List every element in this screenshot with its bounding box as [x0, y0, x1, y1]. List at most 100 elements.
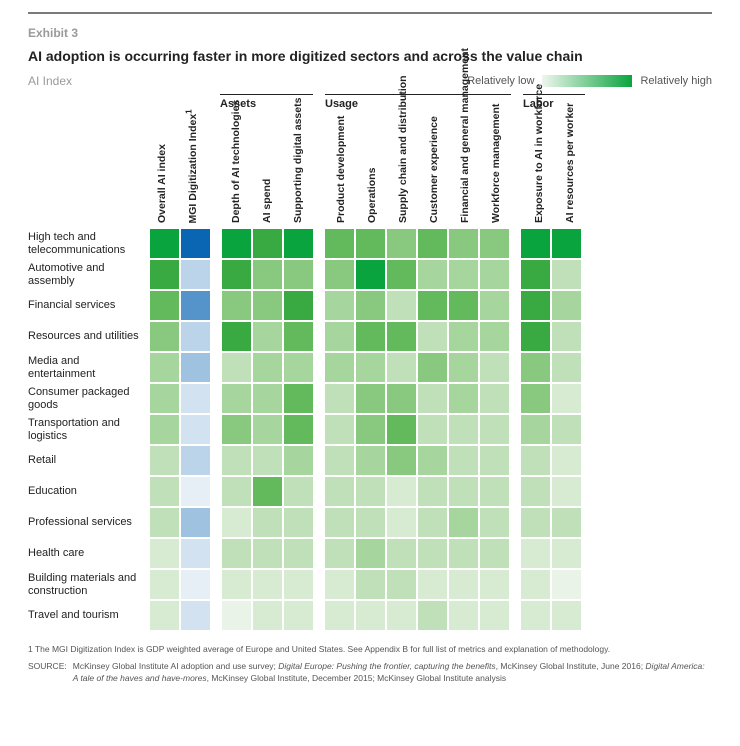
exhibit-label: Exhibit 3 [28, 26, 712, 40]
heatmap-cell [222, 508, 251, 537]
heatmap-cell [150, 260, 179, 289]
column-group-title: Usage [325, 94, 511, 115]
column-header: Customer experience [418, 115, 449, 227]
heatmap-cell [181, 260, 210, 289]
heatmap-cell [356, 539, 385, 568]
heatmap-cell [222, 415, 251, 444]
heatmap-cell [480, 229, 509, 258]
heatmap-cell [181, 291, 210, 320]
heatmap-cell [418, 229, 447, 258]
heatmap-cell [449, 384, 478, 413]
heatmap-cell [325, 322, 354, 351]
heatmap-row: Consumer packaged goods [28, 384, 712, 413]
heatmap-cell [418, 477, 447, 506]
heatmap-cell [449, 539, 478, 568]
row-label: Education [28, 477, 150, 506]
heatmap-cell [284, 508, 313, 537]
heatmap-cell [356, 508, 385, 537]
heatmap-cell [387, 477, 416, 506]
row-label: Travel and tourism [28, 601, 150, 630]
row-label: Financial services [28, 291, 150, 320]
heatmap-cell [325, 570, 354, 599]
heatmap-cell [356, 477, 385, 506]
heatmap-cell [181, 539, 210, 568]
heatmap-cell [449, 322, 478, 351]
heatmap-cell [284, 322, 313, 351]
heatmap-cell [387, 322, 416, 351]
heatmap-cell [449, 508, 478, 537]
heatmap-cell [387, 508, 416, 537]
legend-low-label: Relatively low [467, 75, 534, 87]
heatmap-cell [418, 353, 447, 382]
source-label: SOURCE: [28, 661, 67, 684]
heatmap-cell [284, 601, 313, 630]
heatmap-cell [449, 446, 478, 475]
heatmap-cell [222, 601, 251, 630]
heatmap-cell [387, 446, 416, 475]
heatmap-cell [418, 570, 447, 599]
heatmap-rows: High tech and telecommunicationsAutomoti… [28, 229, 712, 630]
heatmap-cell [552, 446, 581, 475]
heatmap-cell [418, 508, 447, 537]
heatmap-cell [449, 415, 478, 444]
column-headers: Overall AI indexMGI Digitization Index1A… [28, 94, 712, 227]
row-label: Consumer packaged goods [28, 384, 150, 413]
heatmap-cell [480, 477, 509, 506]
heatmap-cell [552, 415, 581, 444]
heatmap-cell [253, 601, 282, 630]
heatmap-row: High tech and telecommunications [28, 229, 712, 258]
footnote: 1 The MGI Digitization Index is GDP weig… [28, 644, 712, 655]
column-group: UsageProduct developmentOperationsSupply… [325, 94, 511, 227]
heatmap-cell [552, 539, 581, 568]
heatmap-cell [418, 539, 447, 568]
legend-high-label: Relatively high [640, 75, 712, 87]
heatmap-cell [181, 477, 210, 506]
heatmap-row: Resources and utilities [28, 322, 712, 351]
heatmap-cell [552, 508, 581, 537]
heatmap-cell [552, 477, 581, 506]
heatmap-cell [325, 415, 354, 444]
heatmap-cell [552, 384, 581, 413]
row-label: Automotive and assembly [28, 260, 150, 289]
heatmap-cell [521, 415, 550, 444]
heatmap-cell [222, 384, 251, 413]
column-header: Exposure to AI in workforce [523, 115, 554, 227]
heatmap-cell [356, 570, 385, 599]
heatmap-cell [284, 539, 313, 568]
heatmap-cell [356, 322, 385, 351]
heatmap-cell [552, 601, 581, 630]
heatmap-cell [181, 570, 210, 599]
heatmap-cell [222, 570, 251, 599]
heatmap-cell [480, 415, 509, 444]
heatmap-cell [418, 601, 447, 630]
heatmap-cell [521, 539, 550, 568]
heatmap-cell [418, 260, 447, 289]
heatmap-cell [181, 601, 210, 630]
heatmap-row: Education [28, 477, 712, 506]
heatmap-cell [253, 384, 282, 413]
heatmap-cell [284, 291, 313, 320]
source: SOURCE: McKinsey Global Institute AI ado… [28, 661, 712, 684]
heatmap-cell [521, 229, 550, 258]
heatmap-cell [480, 384, 509, 413]
column-group: Overall AI indexMGI Digitization Index1 [146, 98, 208, 227]
heatmap-cell [253, 322, 282, 351]
row-label: High tech and telecommunications [28, 229, 150, 258]
heatmap-cell [418, 384, 447, 413]
heatmap-cell [356, 415, 385, 444]
heatmap-cell [222, 229, 251, 258]
heatmap-cell [418, 291, 447, 320]
heatmap-cell [284, 570, 313, 599]
column-header: Depth of AI technologies [220, 115, 251, 227]
source-body: McKinsey Global Institute AI adoption an… [73, 661, 712, 684]
column-header: Supporting digital assets [282, 115, 313, 227]
heatmap-row: Retail [28, 446, 712, 475]
heatmap-cell [325, 260, 354, 289]
heatmap-cell [521, 291, 550, 320]
heatmap-cell [387, 291, 416, 320]
heatmap-cell [284, 384, 313, 413]
heatmap-cell [181, 415, 210, 444]
heatmap-row: Health care [28, 539, 712, 568]
heatmap-cell [150, 353, 179, 382]
heatmap-cell [150, 539, 179, 568]
